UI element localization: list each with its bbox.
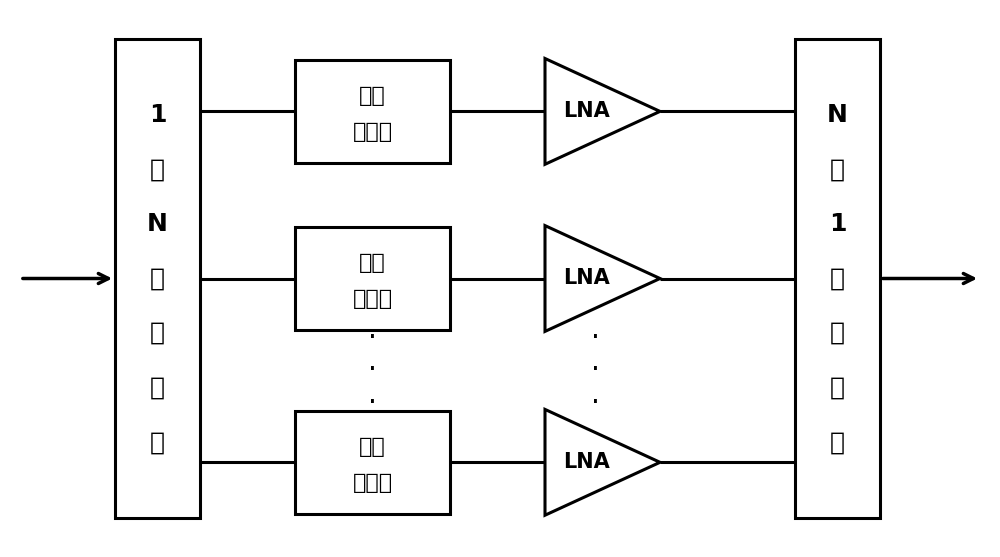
- Bar: [295, 411, 450, 514]
- Text: 1: 1: [149, 102, 166, 127]
- Text: LNA: LNA: [563, 268, 610, 289]
- Bar: [295, 60, 450, 163]
- Bar: [115, 39, 200, 518]
- Text: LNA: LNA: [563, 101, 610, 121]
- Text: 转: 转: [150, 157, 165, 182]
- Text: 开: 开: [150, 375, 165, 400]
- Text: 微: 微: [830, 266, 845, 291]
- Text: 开: 开: [830, 375, 845, 400]
- Text: ·
·
·: · · ·: [591, 324, 599, 417]
- Polygon shape: [545, 409, 660, 515]
- Text: N: N: [827, 102, 848, 127]
- Text: 滤波器: 滤波器: [352, 289, 393, 309]
- Text: 超导: 超导: [359, 437, 386, 457]
- Text: 超导: 超导: [359, 253, 386, 273]
- Polygon shape: [545, 58, 660, 164]
- Text: 转: 转: [830, 157, 845, 182]
- Polygon shape: [545, 226, 660, 331]
- Text: 微: 微: [150, 266, 165, 291]
- Text: N: N: [147, 212, 168, 236]
- Text: 滤波器: 滤波器: [352, 473, 393, 493]
- Text: 超导: 超导: [359, 86, 386, 106]
- Bar: [295, 227, 450, 330]
- Text: LNA: LNA: [563, 452, 610, 472]
- Text: 波: 波: [830, 321, 845, 345]
- Text: 1: 1: [829, 212, 846, 236]
- Text: 关: 关: [830, 430, 845, 455]
- Text: 波: 波: [150, 321, 165, 345]
- Text: 关: 关: [150, 430, 165, 455]
- Text: 滤波器: 滤波器: [352, 122, 393, 142]
- Bar: [795, 39, 880, 518]
- Text: ·
·
·: · · ·: [368, 324, 376, 417]
